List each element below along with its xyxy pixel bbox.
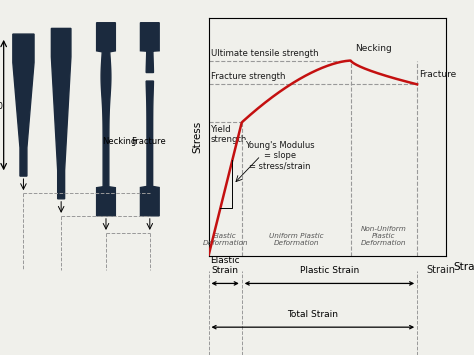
Text: Elastic
Deformation: Elastic Deformation [202, 233, 248, 246]
Text: Elastic
Strain: Elastic Strain [210, 256, 240, 275]
Text: Fracture: Fracture [131, 137, 165, 147]
Polygon shape [13, 34, 34, 176]
Text: Young's Modulus
= slope
= stress/strain: Young's Modulus = slope = stress/strain [245, 141, 314, 171]
Text: Yield
strength: Yield strength [211, 125, 247, 144]
Polygon shape [140, 23, 159, 72]
Text: Strain: Strain [427, 266, 456, 275]
Text: Fracture strength: Fracture strength [211, 72, 285, 82]
Text: Uniform Plastic
Deformation: Uniform Plastic Deformation [269, 233, 324, 246]
Polygon shape [51, 28, 71, 199]
Text: Necking: Necking [102, 137, 137, 147]
Text: Plastic Strain: Plastic Strain [300, 267, 359, 275]
Text: Strain: Strain [454, 262, 474, 272]
Text: Fracture: Fracture [419, 70, 457, 79]
Text: Ultimate tensile strength: Ultimate tensile strength [211, 49, 319, 58]
Polygon shape [97, 23, 115, 216]
Text: Stress: Stress [192, 121, 202, 153]
Text: Total Strain: Total Strain [287, 310, 338, 319]
Text: $l_0$: $l_0$ [0, 98, 3, 112]
Text: Non-Uniform
Plastic
Deformation: Non-Uniform Plastic Deformation [361, 226, 407, 246]
Polygon shape [140, 81, 159, 216]
Text: Necking: Necking [356, 44, 392, 53]
